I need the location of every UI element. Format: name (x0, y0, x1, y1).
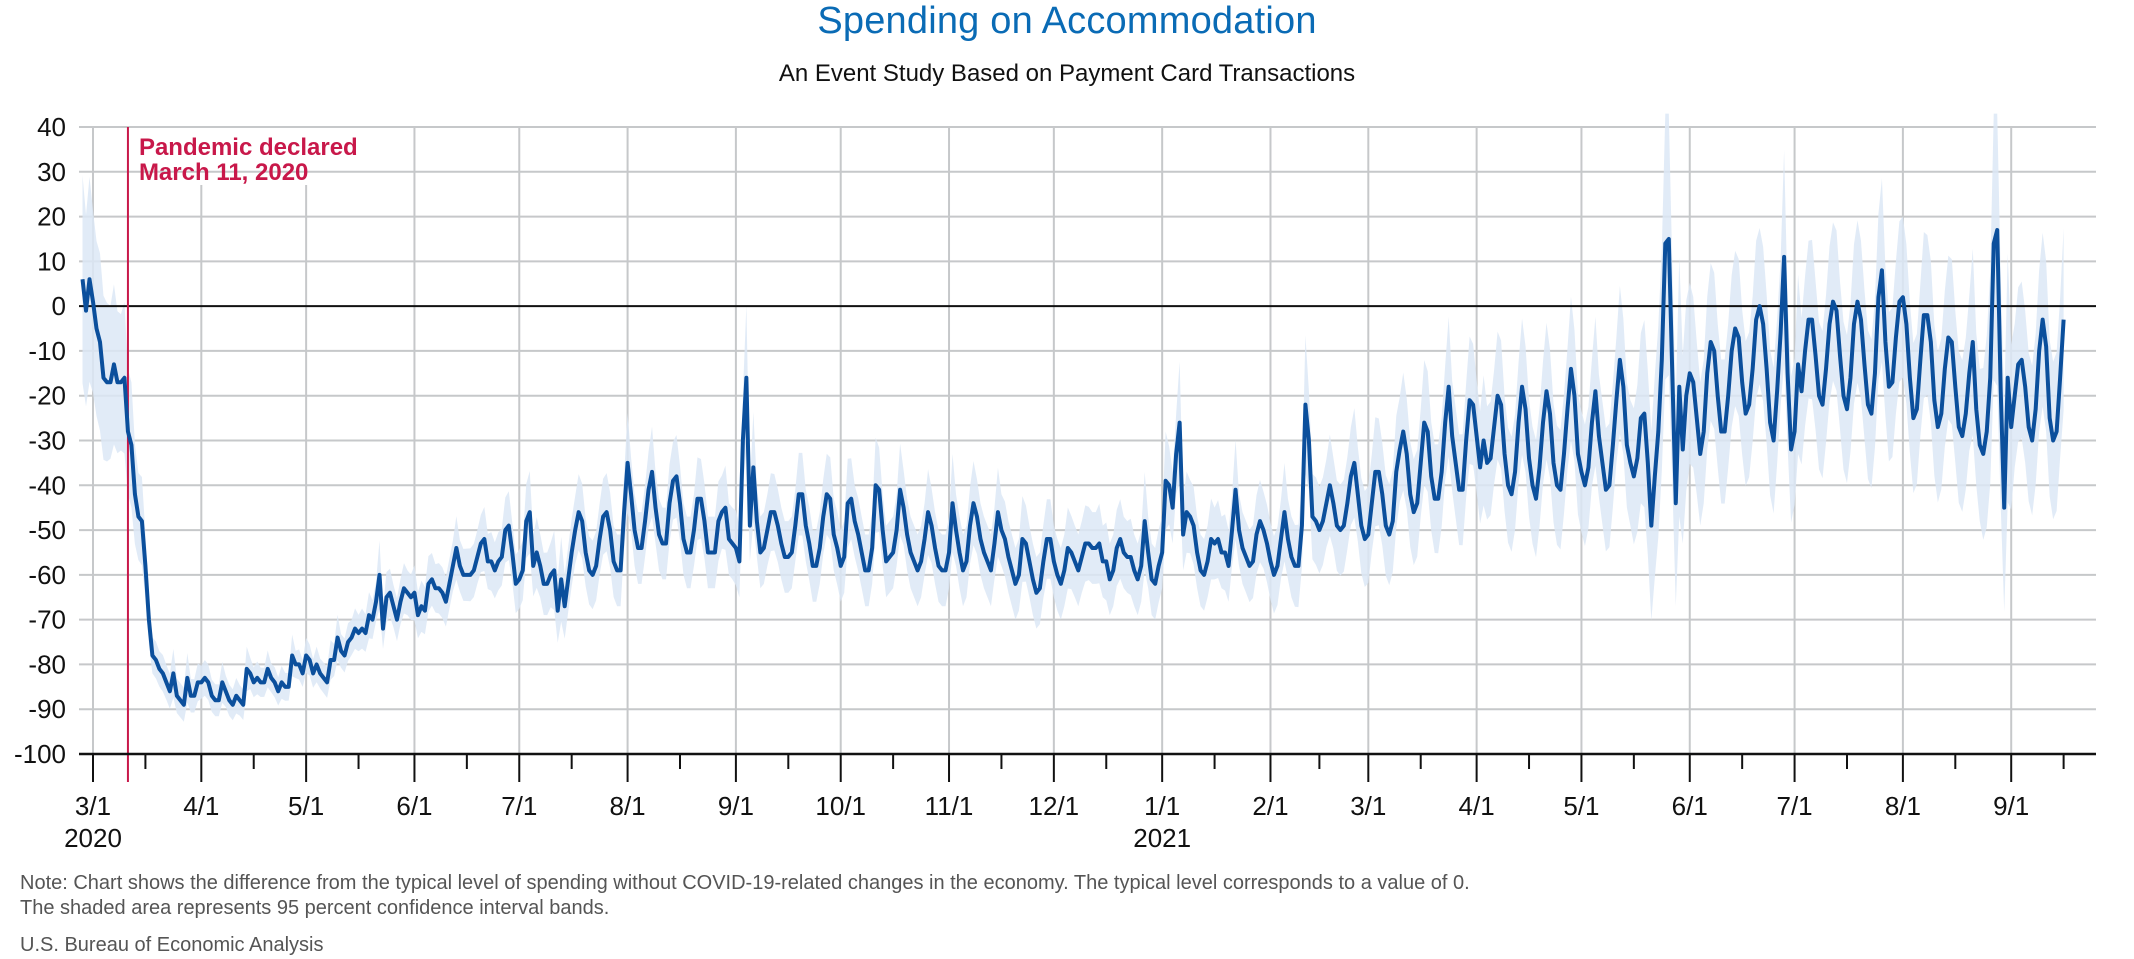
x-tick-label: 2/1 (1252, 791, 1288, 821)
x-tick-label: 9/1 (718, 791, 754, 821)
source-label: U.S. Bureau of Economic Analysis (20, 934, 324, 956)
x-tick-label: 7/1 (1776, 791, 1812, 821)
x-tick-label: 3/1 (75, 791, 111, 821)
y-tick-label: -60 (28, 560, 66, 590)
x-tick-label: 3/1 (1350, 791, 1386, 821)
y-tick-label: 40 (37, 112, 66, 142)
y-tick-label: -50 (28, 515, 66, 545)
y-tick-label: 30 (37, 157, 66, 187)
y-tick-label: -90 (28, 694, 66, 724)
x-tick-label: 5/1 (1563, 791, 1599, 821)
x-tick-label: 1/1 (1144, 791, 1180, 821)
y-tick-label: -70 (28, 605, 66, 635)
x-tick-label: 12/1 (1029, 791, 1080, 821)
chart-title: Spending on Accommodation (817, 0, 1317, 42)
y-tick-labels: 40 30 20 10 0 -10 -20 -30 -40 -50 -60 -70 -80 -90 -100 (14, 112, 66, 769)
x-tick-label: 8/1 (1885, 791, 1921, 821)
x-tick-label: 11/1 (925, 791, 974, 821)
x-tick-label: 8/1 (610, 791, 646, 821)
y-tick-label: -100 (14, 739, 66, 769)
series-line-path (80, 228, 2066, 707)
y-tick-label: 20 (37, 202, 66, 232)
note-line-2: The shaded area represents 95 percent co… (20, 897, 610, 919)
x-tick-label: 7/1 (501, 791, 537, 821)
y-tick-label: -10 (28, 336, 66, 366)
y-tick-label: -30 (28, 426, 66, 456)
y-tick-label: 10 (37, 246, 66, 276)
x-tick-label: 5/1 (288, 791, 324, 821)
y-tick-label: -40 (28, 470, 66, 500)
series-line (80, 228, 2066, 707)
x-tick-label: 6/1 (1672, 791, 1708, 821)
x-tick-label: 6/1 (396, 791, 432, 821)
y-tick-label: -80 (28, 649, 66, 679)
x-tick-label: 4/1 (1459, 791, 1495, 821)
y-tick-label: -20 (28, 381, 66, 411)
x-tick-label: 9/1 (1993, 791, 2029, 821)
confidence-band (82, 113, 2064, 722)
x-tick-label: 4/1 (183, 791, 219, 821)
chart-subtitle: An Event Study Based on Payment Card Tra… (778, 60, 1356, 87)
note-line-1: Note: Chart shows the difference from th… (20, 872, 1470, 894)
y-tick-label: 0 (52, 291, 66, 321)
event-label-line1: Pandemic declared (139, 134, 358, 161)
x-year-label: 2020 (64, 823, 122, 853)
x-year-label: 2021 (1133, 823, 1191, 853)
confidence-band-area (82, 113, 2064, 722)
x-tick-label: 10/1 (815, 791, 866, 821)
event-label-line2: March 11, 2020 (139, 159, 308, 186)
